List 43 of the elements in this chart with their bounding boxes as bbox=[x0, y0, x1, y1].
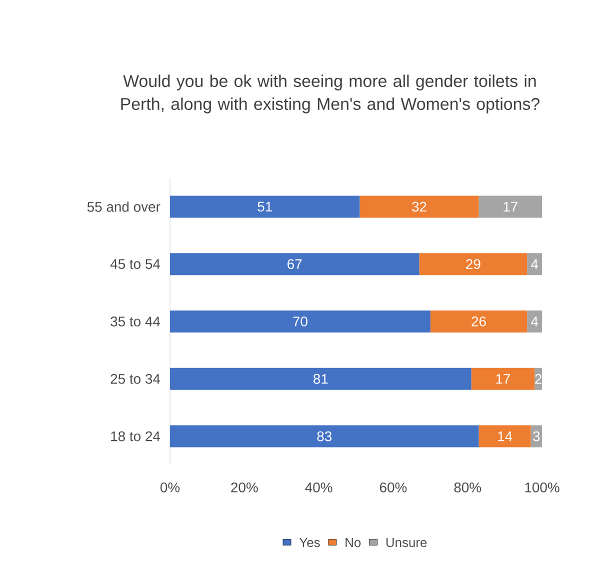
data-label: 83 bbox=[317, 431, 332, 442]
x-tick-label: 80% bbox=[454, 482, 482, 492]
x-tick-label: 40% bbox=[305, 482, 332, 492]
x-tick-label: 20% bbox=[231, 482, 258, 492]
data-label: 3 bbox=[533, 431, 540, 442]
bar bbox=[430, 310, 528, 332]
x-tick-label: 0% bbox=[160, 482, 180, 492]
x-tick-label: 60% bbox=[380, 482, 407, 492]
bar bbox=[170, 425, 479, 448]
data-label: 67 bbox=[288, 259, 302, 270]
data-label: 17 bbox=[504, 202, 518, 212]
data-label: 26 bbox=[472, 316, 486, 326]
data-label: 4 bbox=[531, 316, 538, 326]
legend-label: No bbox=[346, 538, 361, 548]
data-label: 81 bbox=[314, 374, 328, 384]
data-label: 29 bbox=[466, 259, 480, 270]
bar bbox=[170, 253, 420, 276]
data-label: 14 bbox=[498, 431, 512, 442]
data-label: 32 bbox=[412, 202, 426, 212]
bar bbox=[478, 425, 531, 448]
data-label: 2 bbox=[535, 374, 542, 384]
x-tick-label: 100% bbox=[525, 482, 560, 492]
bar bbox=[170, 196, 360, 218]
chart-title: Would you be ok with seeing more all gender toilets in Perth, along with existing Men's and Women's options? bbox=[121, 74, 540, 114]
bar bbox=[527, 310, 542, 332]
bar bbox=[170, 368, 472, 390]
bar bbox=[527, 253, 542, 276]
bar bbox=[170, 310, 430, 332]
data-label: 4 bbox=[531, 259, 538, 269]
y-tick-label: 55 and over bbox=[87, 202, 160, 212]
legend-label: Unsure bbox=[386, 538, 427, 548]
y-tick-label: 45 to 54 bbox=[110, 259, 160, 269]
data-label: 17 bbox=[496, 374, 510, 384]
data-label: 51 bbox=[258, 202, 272, 212]
data-label: 70 bbox=[293, 316, 308, 326]
bar bbox=[471, 368, 535, 390]
legend-label: Yes bbox=[299, 538, 320, 548]
bar bbox=[419, 253, 528, 276]
bar bbox=[478, 196, 542, 218]
y-tick-label: 25 to 34 bbox=[110, 374, 160, 384]
bar bbox=[360, 196, 479, 218]
y-tick-label: 35 to 44 bbox=[110, 316, 160, 326]
y-tick-label: 18 to 24 bbox=[111, 431, 160, 442]
